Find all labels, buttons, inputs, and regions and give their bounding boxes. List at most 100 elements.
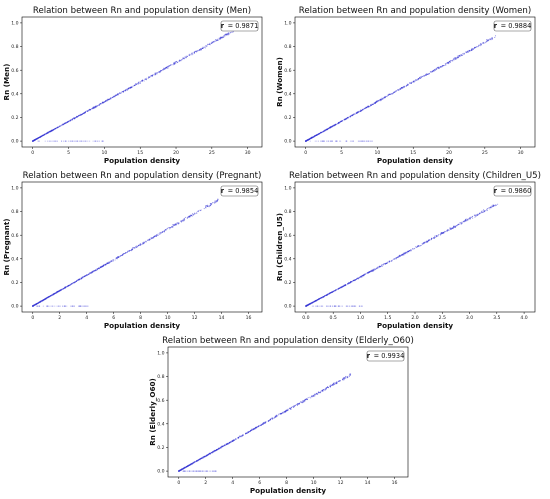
data-point <box>211 451 213 454</box>
data-point <box>90 108 92 111</box>
data-point <box>461 221 463 223</box>
data-point <box>253 428 255 430</box>
y-tick-label: 0.8 <box>11 44 18 50</box>
data-point <box>82 140 84 142</box>
data-point <box>134 84 136 86</box>
data-point <box>460 55 462 57</box>
data-point <box>188 54 191 57</box>
data-point <box>312 395 315 397</box>
data-point <box>381 265 383 267</box>
data-point <box>278 413 280 415</box>
data-point <box>419 245 421 247</box>
data-point <box>139 82 141 84</box>
data-point <box>314 395 316 397</box>
data-point <box>136 83 138 85</box>
data-point <box>177 223 179 225</box>
data-point <box>212 42 214 44</box>
data-point <box>341 120 343 122</box>
data-point <box>157 233 159 235</box>
data-point <box>203 46 205 48</box>
data-point <box>163 68 165 70</box>
data-point <box>49 131 51 133</box>
data-point <box>102 102 104 104</box>
data-point <box>376 267 378 269</box>
data-point <box>172 64 174 66</box>
data-point <box>317 133 319 136</box>
data-point <box>77 279 79 281</box>
data-point <box>360 275 362 277</box>
data-point <box>446 230 449 232</box>
data-point <box>56 127 58 129</box>
data-point <box>415 79 417 81</box>
data-point <box>204 46 206 48</box>
data-point <box>112 95 114 97</box>
data-point <box>463 53 465 55</box>
data-point <box>138 244 140 246</box>
data-point <box>264 422 266 424</box>
data-point <box>399 255 401 257</box>
data-point <box>211 203 213 205</box>
data-point <box>97 267 99 270</box>
data-point <box>61 140 63 142</box>
data-point <box>204 470 206 472</box>
y-tick-label: 1.0 <box>284 21 291 27</box>
data-point <box>219 447 222 449</box>
x-tick-label: 3.5 <box>493 315 500 321</box>
data-point <box>180 60 182 62</box>
data-point <box>378 266 380 268</box>
data-point <box>59 125 61 127</box>
data-point <box>51 305 53 307</box>
data-point <box>80 140 82 142</box>
data-point <box>388 93 390 95</box>
data-point <box>443 230 445 232</box>
data-point <box>318 133 320 135</box>
data-point <box>323 140 325 142</box>
data-point <box>330 140 332 142</box>
data-point <box>298 403 300 405</box>
x-axis-label: Population density <box>250 486 327 495</box>
data-point <box>64 122 66 124</box>
data-point <box>487 40 490 42</box>
data-point <box>132 85 134 87</box>
data-point <box>331 140 333 142</box>
data-point <box>33 139 35 141</box>
data-point <box>311 305 313 307</box>
data-point <box>490 206 492 209</box>
data-point <box>249 430 252 432</box>
data-point <box>290 408 292 410</box>
data-point <box>71 140 73 142</box>
data-point <box>428 73 430 75</box>
data-point <box>37 140 39 142</box>
data-point <box>373 102 375 104</box>
data-point <box>359 276 361 278</box>
data-point <box>183 219 185 221</box>
data-point <box>355 305 357 307</box>
data-point <box>457 224 459 226</box>
data-point <box>318 391 320 393</box>
data-point <box>349 282 352 284</box>
x-tick-label: 2 <box>58 315 61 321</box>
data-point <box>277 414 279 416</box>
data-point <box>135 83 137 85</box>
data-point <box>167 227 169 229</box>
data-point <box>148 76 150 78</box>
data-point <box>454 226 456 228</box>
data-point <box>93 270 95 272</box>
data-point <box>72 140 74 142</box>
data-point <box>348 376 350 378</box>
data-point <box>76 140 78 142</box>
data-point <box>467 219 469 221</box>
data-point <box>229 442 231 444</box>
data-point <box>449 228 451 230</box>
data-point <box>482 211 484 213</box>
data-point <box>215 470 217 472</box>
data-point <box>352 140 354 142</box>
data-point <box>232 31 234 33</box>
data-point <box>69 140 71 142</box>
data-point <box>228 33 230 35</box>
x-tick-label: 8 <box>139 315 142 321</box>
x-tick-label: 4 <box>231 480 234 486</box>
data-point <box>328 140 330 142</box>
data-point <box>73 281 75 283</box>
data-point <box>80 305 82 307</box>
